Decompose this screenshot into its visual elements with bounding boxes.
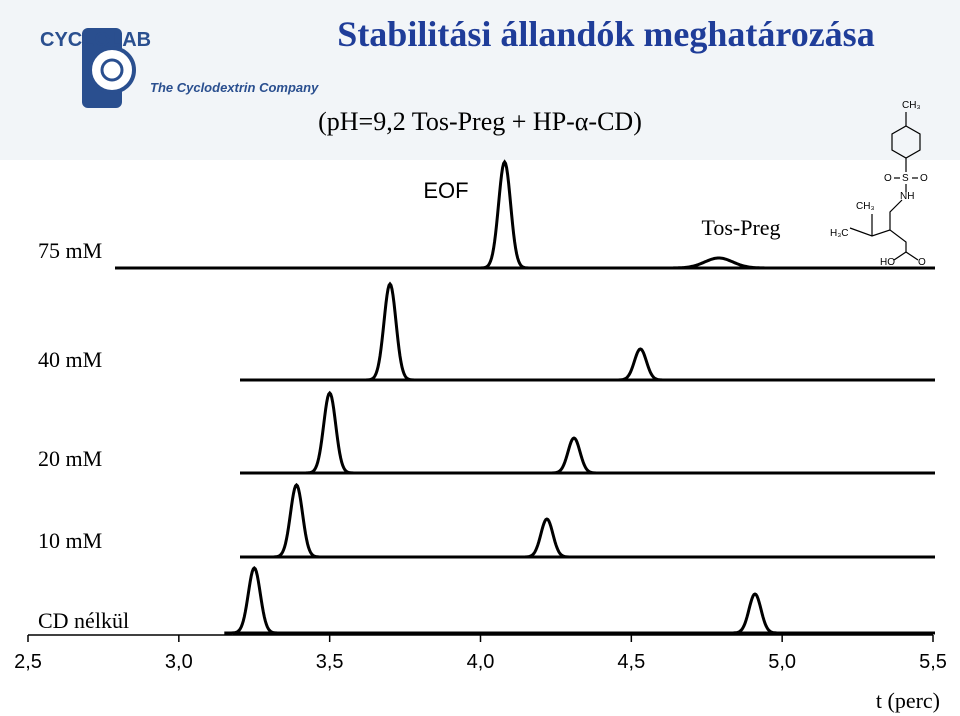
peak: [725, 592, 785, 635]
x-tick-label: 3,0: [165, 651, 193, 673]
atom-label: O: [884, 173, 892, 184]
legend-label: 10 mM: [38, 528, 102, 553]
logo: CYCLOLAB The Cyclodextrin Company: [40, 28, 319, 108]
x-tick-label: 4,0: [467, 651, 495, 673]
x-tick-label: 2,5: [14, 651, 42, 673]
x-axis-label: t (perc): [876, 688, 940, 713]
peak: [648, 256, 789, 270]
peak: [516, 517, 577, 559]
x-tick-label: 5,0: [768, 651, 796, 673]
peak: [544, 436, 604, 475]
legend-label: CD nélkül: [38, 608, 129, 633]
logo-tagline: The Cyclodextrin Company: [150, 80, 319, 95]
structure-labels: CH₃ O S O NH CH₃ H₃C HO O: [830, 100, 928, 268]
legend-label: 40 mM: [38, 347, 102, 372]
annotation: EOF: [423, 178, 468, 203]
legend-label: 75 mM: [38, 238, 102, 263]
peak: [360, 281, 420, 382]
chart-subtitle: (pH=9,2 Tos-Preg + HP-α-CD): [318, 107, 642, 136]
logo-name: CYCLOLAB: [40, 29, 151, 51]
legend-label: 20 mM: [38, 446, 102, 471]
peak: [474, 159, 535, 270]
atom-label: CH₃: [856, 201, 875, 212]
atom-label: NH: [900, 191, 914, 202]
chart-title: Stabilitási állandók meghatározása: [337, 14, 874, 54]
x-tick-label: 5,5: [919, 651, 947, 673]
peak: [299, 390, 360, 475]
structure: [849, 112, 921, 261]
atom-label: CH₃: [902, 100, 921, 111]
x-tick-label: 4,5: [617, 651, 645, 673]
atom-label: O: [918, 257, 926, 268]
annotation: Tos-Preg: [701, 215, 780, 240]
atom-label: HO: [880, 257, 895, 268]
atom-label: O: [920, 173, 928, 184]
atom-label: S: [902, 173, 909, 184]
atom-label: H₃C: [830, 228, 849, 239]
header-band: [0, 0, 960, 160]
peak: [224, 565, 285, 635]
x-tick-label: 3,5: [316, 651, 344, 673]
peak: [266, 482, 327, 559]
peak: [610, 347, 671, 382]
